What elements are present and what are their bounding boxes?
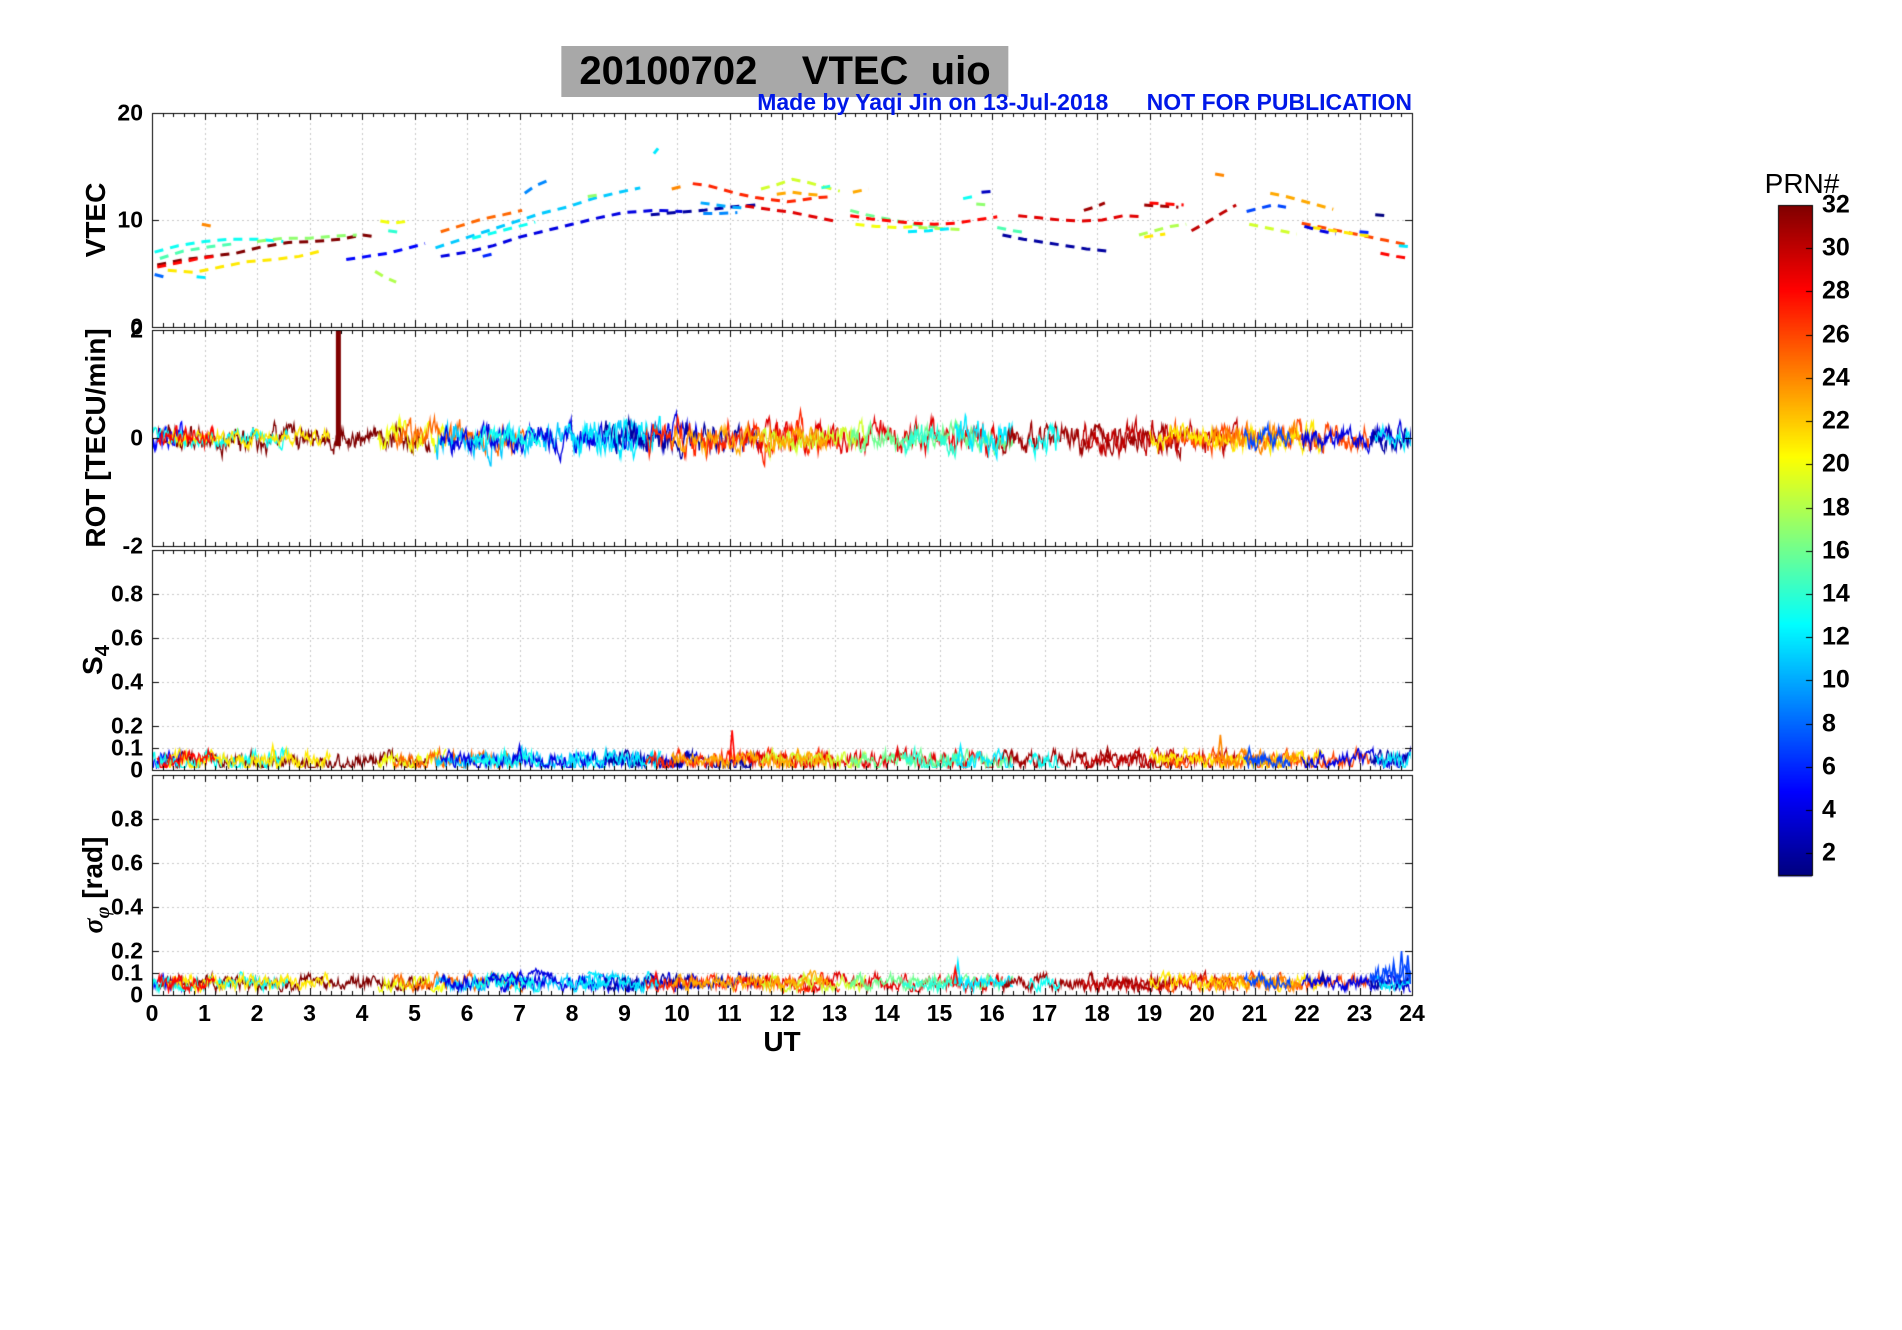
x-tick-label: 19 bbox=[1136, 1000, 1163, 1026]
x-tick-label: 7 bbox=[513, 1000, 526, 1026]
x-axis-label: UT bbox=[763, 1026, 801, 1057]
x-tick-label: 0 bbox=[145, 1000, 159, 1026]
colorbar-tick-label: 6 bbox=[1822, 752, 1836, 781]
colorbar-tick-label: 2 bbox=[1822, 838, 1836, 867]
colorbar-tick-label: 20 bbox=[1822, 449, 1850, 478]
x-tick-label: 6 bbox=[460, 1000, 474, 1026]
y-tick-label: 0.8 bbox=[111, 805, 143, 832]
x-tick-label: 22 bbox=[1294, 1000, 1320, 1026]
y-tick-label: 0 bbox=[130, 756, 143, 783]
y-tick-label: 0.8 bbox=[111, 580, 143, 607]
colorbar-tick-label: 32 bbox=[1822, 190, 1850, 219]
colorbar-tick-label: 24 bbox=[1822, 363, 1850, 392]
y-tick-label: 0.4 bbox=[111, 668, 143, 695]
x-tick-label: 24 bbox=[1399, 1000, 1425, 1026]
x-tick-label: 2 bbox=[250, 1000, 264, 1026]
x-tick-label: 13 bbox=[821, 1000, 848, 1026]
y-tick-label: 2 bbox=[130, 316, 143, 343]
colorbar-tick-label: 4 bbox=[1822, 795, 1836, 824]
x-tick-label: 9 bbox=[618, 1000, 631, 1026]
x-tick-label: 23 bbox=[1346, 1000, 1373, 1026]
x-tick-label: 12 bbox=[769, 1000, 795, 1026]
x-tick-label: 11 bbox=[717, 1000, 742, 1026]
x-tick-label: 14 bbox=[874, 1000, 900, 1026]
x-tick-label: 8 bbox=[565, 1000, 579, 1026]
x-tick-label: 5 bbox=[408, 1000, 421, 1026]
x-tick-label: 18 bbox=[1084, 1000, 1110, 1026]
y-tick-label: 20 bbox=[117, 99, 143, 126]
y-axis-label-vtec: VTEC bbox=[80, 182, 111, 258]
x-tick-label: 16 bbox=[979, 1000, 1005, 1026]
y-tick-label: 0.2 bbox=[111, 937, 143, 964]
colorbar-tick-label: 22 bbox=[1822, 406, 1850, 435]
y-tick-label: 0.1 bbox=[111, 734, 143, 761]
x-tick-label: 15 bbox=[926, 1000, 953, 1026]
colorbar-tick-label: 12 bbox=[1822, 622, 1850, 651]
y-tick-label: 0 bbox=[130, 981, 143, 1008]
x-tick-label: 3 bbox=[303, 1000, 316, 1026]
colorbar-tick-label: 14 bbox=[1822, 579, 1850, 608]
colorbar-tick-label: 8 bbox=[1822, 709, 1836, 738]
y-tick-label: 0.1 bbox=[111, 959, 143, 986]
y-tick-label: 0.4 bbox=[111, 893, 143, 920]
y-axis-label-s4: S4 bbox=[76, 645, 114, 675]
x-tick-label: 4 bbox=[355, 1000, 369, 1026]
colorbar-tick-label: 16 bbox=[1822, 536, 1850, 565]
colorbar-tick-label: 30 bbox=[1822, 233, 1850, 262]
colorbar-tick-label: 10 bbox=[1822, 665, 1850, 694]
colorbar-label: PRN# bbox=[1764, 168, 1840, 199]
y-tick-label: 0.2 bbox=[111, 712, 143, 739]
chart-title: 20100702 VTEC uio bbox=[561, 46, 1009, 97]
colorbar-tick-label: 28 bbox=[1822, 276, 1850, 305]
y-tick-label: -2 bbox=[122, 532, 143, 559]
y-tick-label: 10 bbox=[117, 206, 143, 233]
y-tick-label: 0 bbox=[130, 424, 143, 451]
x-tick-label: 20 bbox=[1189, 1000, 1215, 1026]
x-tick-label: 17 bbox=[1031, 1000, 1058, 1026]
watermark-annotation: Made by Yaqi Jin on 13-Jul-2018 NOT FOR … bbox=[757, 89, 1412, 115]
y-tick-label: 0.6 bbox=[111, 849, 143, 876]
y-tick-label: 0.6 bbox=[111, 624, 143, 651]
y-axis-label-sigma_phi: σφ [rad] bbox=[76, 836, 114, 934]
y-tick-label: 0 bbox=[130, 313, 143, 340]
x-tick-label: 10 bbox=[664, 1000, 690, 1026]
colorbar-tick-label: 18 bbox=[1822, 493, 1850, 522]
y-axis-label-rot: ROT [TECU/min] bbox=[80, 328, 111, 548]
colorbar-tick-label: 26 bbox=[1822, 320, 1850, 349]
x-tick-label: 1 bbox=[198, 1000, 211, 1026]
x-tick-label: 21 bbox=[1241, 1000, 1268, 1026]
